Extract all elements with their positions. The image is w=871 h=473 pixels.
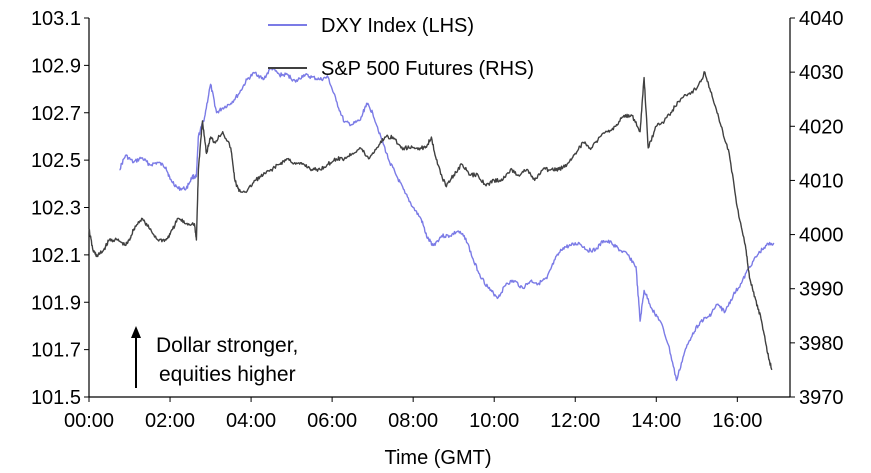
right-y-tick-label: 3990 (799, 279, 844, 301)
left-y-tick-label: 102.9 (31, 55, 81, 77)
x-tick-label: 04:00 (226, 410, 276, 432)
right-y-tick-label: 4030 (799, 62, 844, 84)
legend-label-dxy: DXY Index (LHS) (321, 15, 474, 37)
series-line-sp500 (88, 71, 773, 371)
legend: DXY Index (LHS) S&P 500 Futures (RHS) (268, 15, 534, 80)
left-y-tick-label: 102.5 (31, 150, 81, 172)
x-tick-label: 14:00 (631, 410, 681, 432)
x-tick-label: 12:00 (550, 410, 600, 432)
x-axis-title: Time (GMT) (384, 447, 491, 469)
x-tick-label: 02:00 (145, 410, 195, 432)
x-tick-label: 00:00 (64, 410, 114, 432)
right-y-tick-label: 4000 (799, 225, 844, 247)
right-y-tick-label: 3980 (799, 333, 844, 355)
annotation-arrow-head (131, 326, 141, 338)
left-y-axis-ticks: 101.5 101.7 101.9 102.1 102.3 102.5 102.7 102.9… (31, 8, 89, 409)
x-axis-ticks: 00:00 02:00 04:00 06:00 08:00 10:00 12:00 14:00… (64, 397, 762, 432)
right-y-tick-label: 3970 (799, 387, 844, 409)
x-tick-label: 06:00 (307, 410, 357, 432)
left-y-tick-label: 101.9 (31, 292, 81, 314)
right-y-tick-label: 4020 (799, 116, 844, 138)
annotation: Dollar stronger, equities higher (131, 326, 298, 388)
annotation-line-1: Dollar stronger, (156, 334, 298, 357)
left-y-tick-label: 102.7 (31, 103, 81, 125)
right-y-axis-ticks: 3970 3980 3990 4000 4010 4020 4030 4040 (790, 8, 844, 409)
series-lines (88, 66, 775, 382)
x-tick-label: 16:00 (712, 410, 762, 432)
legend-label-sp500: S&P 500 Futures (RHS) (321, 58, 534, 80)
left-y-tick-label: 102.3 (31, 198, 81, 220)
left-y-tick-label: 101.7 (31, 340, 81, 362)
annotation-line-2: equities higher (159, 363, 296, 386)
right-y-tick-label: 4010 (799, 170, 844, 192)
x-tick-label: 08:00 (388, 410, 438, 432)
left-y-tick-label: 101.5 (31, 387, 81, 409)
left-y-tick-label: 102.1 (31, 245, 81, 267)
series-line-dxy (119, 66, 775, 382)
left-y-tick-label: 103.1 (31, 8, 81, 30)
right-y-tick-label: 4040 (799, 8, 844, 30)
x-tick-label: 10:00 (469, 410, 519, 432)
